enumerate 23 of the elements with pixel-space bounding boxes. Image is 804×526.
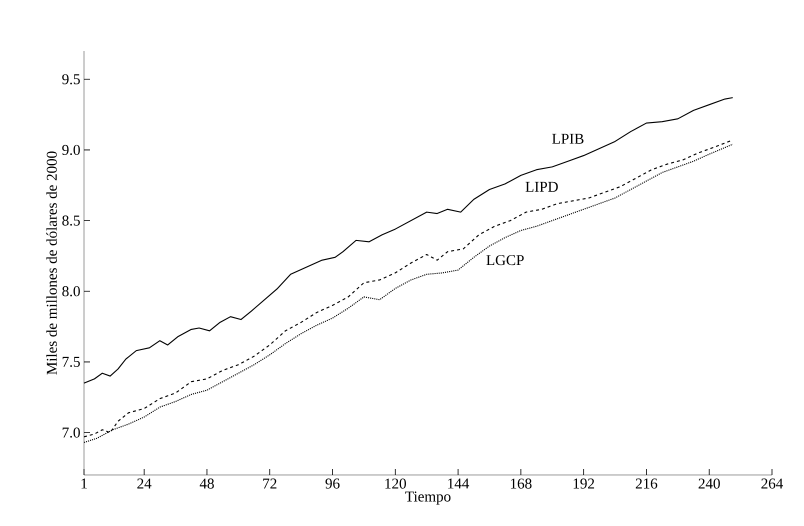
series-label: LPIB (552, 134, 584, 144)
y-axis-title: Miles de millones de dólares de 2000 (46, 151, 57, 375)
x-tick-label: 24 (137, 478, 152, 488)
x-axis-title: Tiempo (405, 492, 451, 505)
y-tick-label: 7.5 (62, 356, 80, 367)
y-tick-label: 8.0 (62, 286, 80, 296)
x-tick-label: 144 (448, 478, 470, 488)
x-tick-label: 72 (263, 478, 276, 488)
y-tick-label: 7.0 (62, 427, 80, 438)
x-tick-label: 48 (200, 478, 214, 489)
series-label: LGCP (486, 255, 524, 266)
x-tick-label: 1 (82, 478, 87, 488)
y-tick-label: 9.5 (62, 74, 80, 84)
y-tick-label: 9.0 (62, 144, 80, 156)
x-tick-label: 240 (698, 478, 720, 489)
x-tick-label: 120 (385, 478, 406, 489)
x-tick-label: 264 (761, 478, 784, 489)
series-label: LIPD (526, 182, 558, 192)
y-tick-label: 8.5 (62, 215, 80, 226)
x-tick-label: 216 (636, 478, 658, 489)
x-tick-label: 168 (510, 478, 532, 489)
x-tick-label: 192 (574, 478, 594, 489)
x-tick-label: 96 (326, 478, 340, 489)
